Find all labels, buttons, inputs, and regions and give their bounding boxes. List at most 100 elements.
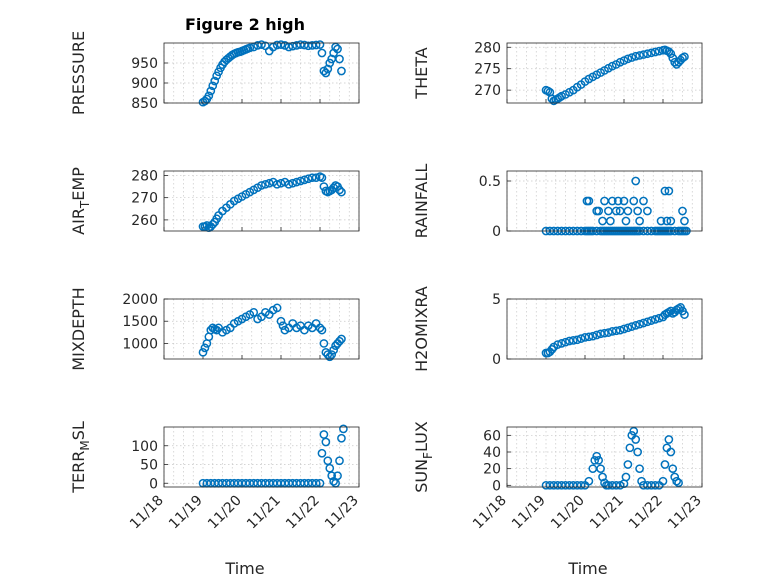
x-tick-label: 11/19: [166, 493, 206, 533]
subplot-pressure: 850 900 950 PRESSURE: [69, 31, 360, 115]
data-point: [590, 455, 600, 465]
data-point: [206, 325, 216, 335]
data-point: [680, 52, 689, 62]
data-point: [204, 91, 214, 101]
x-tick-label: 11/22: [626, 493, 666, 533]
subplot-h2omixra: 0 5 H2OMIXRA: [412, 286, 703, 372]
data-point: [257, 181, 266, 190]
data-point: [311, 40, 321, 50]
data-point: [547, 345, 557, 354]
data-point: [300, 175, 309, 185]
data-point: [210, 76, 220, 86]
data-point: [639, 50, 648, 59]
data-point: [337, 433, 346, 443]
data-point: [637, 476, 646, 486]
data-point: [615, 325, 625, 335]
figure-title: Figure 2 high: [185, 15, 305, 34]
y-tick-label: 1500: [122, 314, 158, 330]
data-point: [643, 317, 652, 327]
data-point: [331, 42, 340, 52]
axis-box: [163, 426, 360, 488]
plot-area: [507, 427, 702, 487]
data-point: [680, 310, 689, 319]
data-point: [658, 476, 668, 486]
data-point: [664, 435, 674, 444]
data-point: [584, 196, 594, 206]
y-axis-label: MIXDEPTH: [69, 287, 88, 370]
data-point: [561, 337, 570, 347]
data-point: [646, 48, 656, 58]
data-point: [674, 478, 683, 488]
data-point: [337, 187, 346, 197]
y-tick-label: 280: [131, 168, 158, 184]
data-point: [329, 345, 338, 355]
data-point: [584, 476, 594, 486]
data-point: [604, 328, 613, 337]
data-point: [664, 186, 674, 196]
data-point: [325, 352, 335, 362]
data-point: [611, 480, 621, 490]
data-point: [323, 350, 333, 359]
data-point: [284, 179, 294, 189]
data-point: [580, 333, 590, 342]
data-point: [629, 426, 639, 436]
y-tick-label: 0: [492, 224, 501, 240]
y-axis-label: TERRMSL: [69, 421, 92, 494]
plot-area: [164, 171, 359, 231]
data-point: [335, 54, 344, 64]
data-point: [631, 51, 641, 61]
x-tick-label: 11/21: [244, 493, 284, 533]
data-point: [323, 456, 333, 466]
data-point: [625, 443, 635, 453]
data-point: [594, 455, 604, 465]
data-point: [272, 303, 282, 313]
data-point: [623, 460, 633, 469]
x-tick-label: 11/18: [127, 493, 167, 533]
subplot-air_temp: 260 270 280 AIRTEMP: [69, 167, 360, 235]
y-axis-label: THETA: [412, 47, 431, 99]
x-tick-label: 11/19: [509, 493, 549, 533]
axis-box: [163, 42, 360, 104]
data-point: [319, 430, 329, 439]
data-point: [245, 43, 255, 53]
data-point: [633, 447, 643, 457]
data-point: [296, 176, 305, 186]
data-point: [553, 340, 563, 349]
data-point: [327, 471, 337, 481]
subplot-terr_msl: 0 50 100 11/18 11/19 11/20 11/21 11/22 11/23 TERR…: [69, 421, 362, 532]
y-tick-label: 100: [131, 439, 158, 455]
data-point: [627, 53, 637, 62]
data-point: [319, 339, 329, 348]
y-axis-label: H2OMIXRA: [412, 286, 431, 372]
y-tick-label: 5: [492, 292, 501, 308]
axis-box: [163, 170, 360, 232]
data-point: [592, 330, 602, 340]
data-point: [547, 94, 557, 104]
y-tick-label: 270: [474, 83, 501, 99]
data-point: [335, 456, 344, 466]
data-point: [208, 81, 218, 91]
data-point: [643, 49, 652, 59]
data-point: [629, 196, 639, 206]
data-point: [317, 448, 327, 458]
y-tick-label: 20: [483, 462, 501, 478]
data-point: [623, 323, 633, 333]
data-point: [635, 216, 644, 226]
y-tick-label: 0: [492, 352, 501, 368]
data-point: [317, 173, 327, 183]
data-point: [668, 53, 678, 63]
data-point: [325, 463, 335, 473]
y-axis-label: SUNFLUX: [412, 421, 435, 493]
data-point: [339, 424, 348, 434]
axis-box: [163, 298, 360, 360]
data-point: [621, 472, 631, 482]
axis-box: [506, 170, 703, 232]
subplot-rainfall: 0 0.5 RAINFALL: [412, 164, 703, 240]
data-point: [621, 216, 631, 226]
data-point: [666, 216, 676, 226]
axis-box: [506, 42, 703, 104]
y-axis-label: AIRTEMP: [69, 167, 92, 235]
axis-box: [506, 426, 703, 488]
data-point: [615, 480, 625, 490]
y-tick-label: 275: [474, 62, 501, 78]
